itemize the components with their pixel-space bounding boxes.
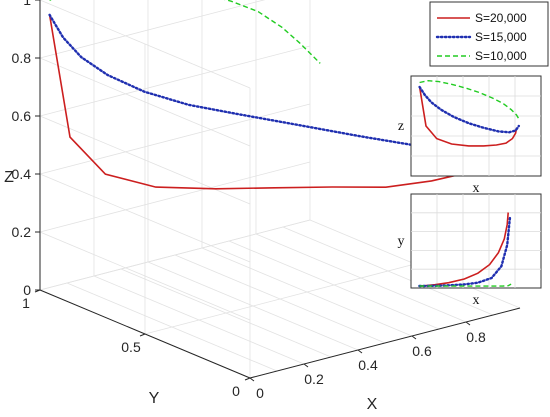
- y-tick-mark: [139, 333, 146, 337]
- grid-line: [39, 219, 311, 291]
- grid-line: [39, 45, 311, 117]
- z-tick-label: 0.2: [12, 224, 32, 240]
- x-tick-mark: [303, 363, 309, 368]
- inset-bottom-frame: [410, 193, 542, 289]
- y-tick-label: 0: [232, 383, 240, 399]
- inset-top-series-2: [419, 79, 521, 121]
- z-tick-label: 0.6: [12, 108, 32, 124]
- z-tick-label: 0.4: [12, 166, 32, 182]
- x-axis-label: X: [367, 396, 378, 413]
- inset-bottom-panel: xy: [398, 193, 542, 308]
- grid-line: [144, 263, 416, 335]
- z-tick-label: 0.8: [12, 50, 32, 66]
- grid-line: [39, 103, 311, 175]
- legend-label-1: S=15,000: [475, 30, 527, 44]
- series-line-0: [48, 14, 491, 190]
- x-axis-line: [249, 307, 521, 379]
- x-tick-label: 0.6: [412, 343, 432, 359]
- x-tick-mark: [411, 335, 417, 340]
- x-tick-label: 0.8: [466, 329, 486, 345]
- y-tick-mark: [244, 377, 251, 381]
- x-tick-mark: [357, 349, 363, 354]
- grid-line: [39, 0, 266, 59]
- main-series: [48, 0, 491, 190]
- inset-top-ylabel: z: [398, 119, 404, 134]
- x-tick-label: 0.4: [358, 357, 378, 373]
- x-tick-mark: [249, 377, 255, 382]
- series-line-2: [49, 0, 321, 64]
- grid-line: [39, 161, 311, 233]
- y-tick-label: 0.5: [121, 339, 141, 355]
- z-tick-label: 1: [23, 0, 31, 8]
- x-tick-label: 0.2: [304, 371, 324, 387]
- legend-label-0: S=20,000: [475, 11, 527, 25]
- series-line-1: [48, 13, 491, 155]
- y-tick-label: 1: [22, 295, 30, 311]
- inset-top-series-1: [418, 85, 520, 134]
- legend-label-2: S=10,000: [475, 49, 527, 63]
- x-tick-mark: [465, 321, 471, 326]
- z-axis-label: Z: [4, 169, 14, 186]
- inset-bottom-xlabel: x: [473, 293, 480, 308]
- z-tick-label: 0: [23, 282, 31, 298]
- inset-top-series-0: [418, 86, 518, 147]
- y-axis-label: Y: [149, 390, 160, 407]
- inset-bottom-ylabel: y: [398, 234, 405, 249]
- legend: S=20,000 S=15,000 S=10,000: [429, 1, 549, 67]
- x-tick-label: 0: [256, 385, 264, 401]
- inset-top-panel: xz: [398, 75, 542, 196]
- inset-top-xlabel: x: [473, 181, 480, 196]
